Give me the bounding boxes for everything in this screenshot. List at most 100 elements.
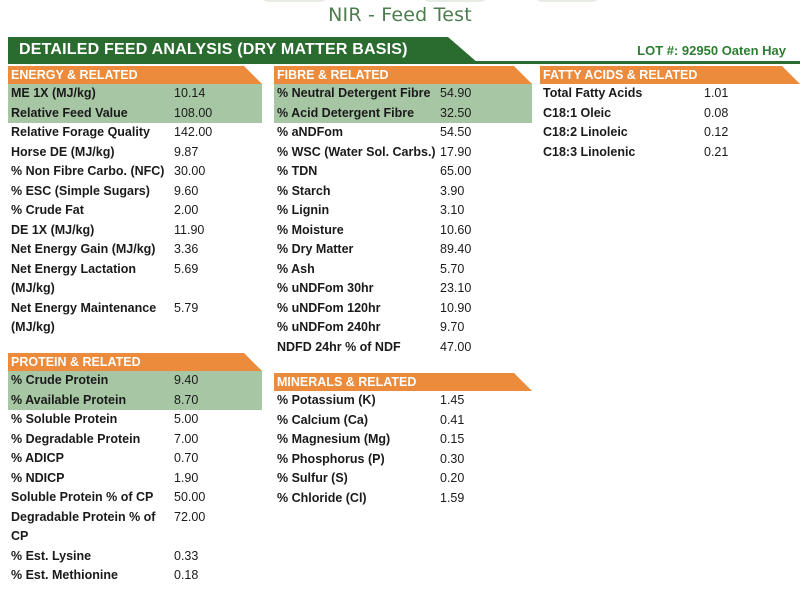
row-label: % Crude Protein — [11, 373, 109, 387]
row-value: 1.01 — [704, 86, 729, 100]
table-row: % ESC (Simple Sugars) 9.60 — [8, 182, 262, 202]
table-row: % Moisture 10.60 — [274, 221, 532, 241]
row-label: % Lignin — [277, 203, 330, 217]
row-label: % aNDFom — [277, 125, 343, 139]
table-row: % Lignin 3.10 — [274, 201, 532, 221]
table-row: % uNDFom 30hr 23.10 — [274, 279, 532, 299]
row-value: 1.59 — [440, 490, 465, 505]
row-value: 0.08 — [704, 105, 729, 120]
table-row: % Est. Lysine 0.33 — [8, 547, 262, 567]
row-label: % Available Protein — [11, 392, 127, 407]
row-label: % Non Fibre Carbo. (NFC) — [11, 164, 165, 178]
row-value: 9.60 — [174, 183, 199, 198]
fibre-section-header: FIBRE & RELATED — [274, 66, 532, 84]
row-label: ME 1X (MJ/kg) — [11, 86, 96, 100]
table-row: % Sulfur (S) 0.20 — [274, 469, 532, 489]
row-value: 89.40 — [440, 242, 472, 256]
row-label: % uNDFom 120hr — [277, 300, 381, 315]
row-label: % Dry Matter — [277, 242, 354, 256]
row-label: Net Energy Maintenance (MJ/kg) — [11, 300, 157, 335]
row-value: 0.33 — [174, 548, 199, 563]
table-row: Net Energy Lactation (MJ/kg) 5.69 — [8, 260, 262, 299]
row-label: % WSC (Water Sol. Carbs.) — [277, 144, 436, 159]
row-value: 72.00 — [174, 509, 206, 524]
table-row: % uNDFom 120hr 10.90 — [274, 299, 532, 319]
decorative-header-shape — [420, 0, 490, 2]
table-row: NDFD 24hr % of NDF 47.00 — [274, 338, 532, 358]
row-value: 0.18 — [174, 568, 199, 582]
table-row: % Starch 3.90 — [274, 182, 532, 202]
table-row: Soluble Protein % of CP 50.00 — [8, 488, 262, 508]
row-label: % Ash — [277, 261, 315, 276]
report-title: DETAILED FEED ANALYSIS (DRY MATTER BASIS… — [19, 41, 408, 58]
fatty-acids-section: FATTY ACIDS & RELATED Total Fatty Acids … — [540, 66, 800, 162]
table-row: % Neutral Detergent Fibre 54.90 — [274, 84, 532, 104]
row-value: 5.79 — [174, 300, 199, 315]
row-value: 0.15 — [440, 432, 465, 446]
table-row: % Crude Protein 9.40 — [8, 371, 262, 391]
row-label: Degradable Protein % of CP — [11, 509, 156, 544]
row-label: % Phosphorus (P) — [277, 451, 385, 466]
row-label: % uNDFom 30hr — [277, 281, 374, 295]
row-label: % Est. Methionine — [11, 568, 118, 582]
page-title: NIR - Feed Test — [328, 4, 472, 26]
table-row: % Non Fibre Carbo. (NFC) 30.00 — [8, 162, 262, 182]
table-row: % Ash 5.70 — [274, 260, 532, 280]
row-value: 0.20 — [440, 471, 465, 485]
table-row: % Magnesium (Mg) 0.15 — [274, 430, 532, 450]
table-row: % Soluble Protein 5.00 — [8, 410, 262, 430]
row-label: % Est. Lysine — [11, 548, 92, 563]
row-value: 7.00 — [174, 431, 199, 446]
row-value: 9.87 — [174, 144, 199, 159]
row-label: % Soluble Protein — [11, 412, 118, 426]
row-value: 3.36 — [174, 242, 199, 256]
table-row: % uNDFom 240hr 9.70 — [274, 318, 532, 338]
lot-number: LOT #: 92950 Oaten Hay — [637, 43, 786, 58]
row-value: 3.90 — [440, 183, 465, 198]
row-label: % uNDFom 240hr — [277, 320, 381, 334]
table-row: Total Fatty Acids 1.01 — [540, 84, 800, 104]
table-row: Net Energy Gain (MJ/kg) 3.36 — [8, 240, 262, 260]
row-label: % Moisture — [277, 222, 344, 237]
table-row: % Potassium (K) 1.45 — [274, 391, 532, 411]
table-row: % aNDFom 54.50 — [274, 123, 532, 143]
row-label: NDFD 24hr % of NDF — [277, 339, 401, 354]
row-value: 0.70 — [174, 451, 199, 465]
minerals-section: MINERALS & RELATED % Potassium (K) 1.45 … — [274, 373, 532, 508]
table-row: Net Energy Maintenance (MJ/kg) 5.79 — [8, 299, 262, 338]
row-label: C18:2 Linoleic — [543, 125, 628, 139]
row-value: 108.00 — [174, 105, 213, 120]
energy-section: ENERGY & RELATED ME 1X (MJ/kg) 10.14 Rel… — [8, 66, 262, 338]
row-value: 5.00 — [174, 412, 199, 426]
row-label: C18:3 Linolenic — [543, 144, 636, 159]
table-row: % Calcium (Ca) 0.41 — [274, 411, 532, 431]
table-row: % WSC (Water Sol. Carbs.) 17.90 — [274, 143, 532, 163]
row-label: % Acid Detergent Fibre — [277, 105, 415, 120]
row-value: 0.12 — [704, 125, 729, 139]
table-row: % Dry Matter 89.40 — [274, 240, 532, 260]
row-value: 11.90 — [174, 222, 205, 237]
row-label: % Neutral Detergent Fibre — [277, 86, 431, 100]
row-label: Horse DE (MJ/kg) — [11, 144, 115, 159]
row-label: Net Energy Lactation (MJ/kg) — [11, 261, 137, 296]
fibre-section: FIBRE & RELATED % Neutral Detergent Fibr… — [274, 66, 532, 357]
row-value: 32.50 — [440, 105, 472, 120]
table-row: Relative Feed Value 108.00 — [8, 103, 262, 123]
table-row: % Est. Methionine 0.18 — [8, 566, 262, 586]
row-label: C18:1 Oleic — [543, 105, 612, 120]
row-value: 5.70 — [440, 261, 465, 276]
table-row: C18:2 Linoleic 0.12 — [540, 123, 800, 143]
row-label: Relative Forage Quality — [11, 125, 150, 139]
table-row: % Crude Fat 2.00 — [8, 201, 262, 221]
row-value: 142.00 — [174, 125, 213, 139]
table-row: % TDN 65.00 — [274, 162, 532, 182]
row-value: 30.00 — [174, 164, 206, 178]
row-label: % Sulfur (S) — [277, 471, 348, 485]
table-row: Relative Forage Quality 142.00 — [8, 123, 262, 143]
table-row: Horse DE (MJ/kg) 9.87 — [8, 143, 262, 163]
row-label: % Calcium (Ca) — [277, 412, 368, 427]
table-row: % Acid Detergent Fibre 32.50 — [274, 103, 532, 123]
row-value: 50.00 — [174, 490, 206, 504]
row-label: % ADICP — [11, 451, 65, 465]
table-row: DE 1X (MJ/kg) 11.90 — [8, 221, 262, 241]
